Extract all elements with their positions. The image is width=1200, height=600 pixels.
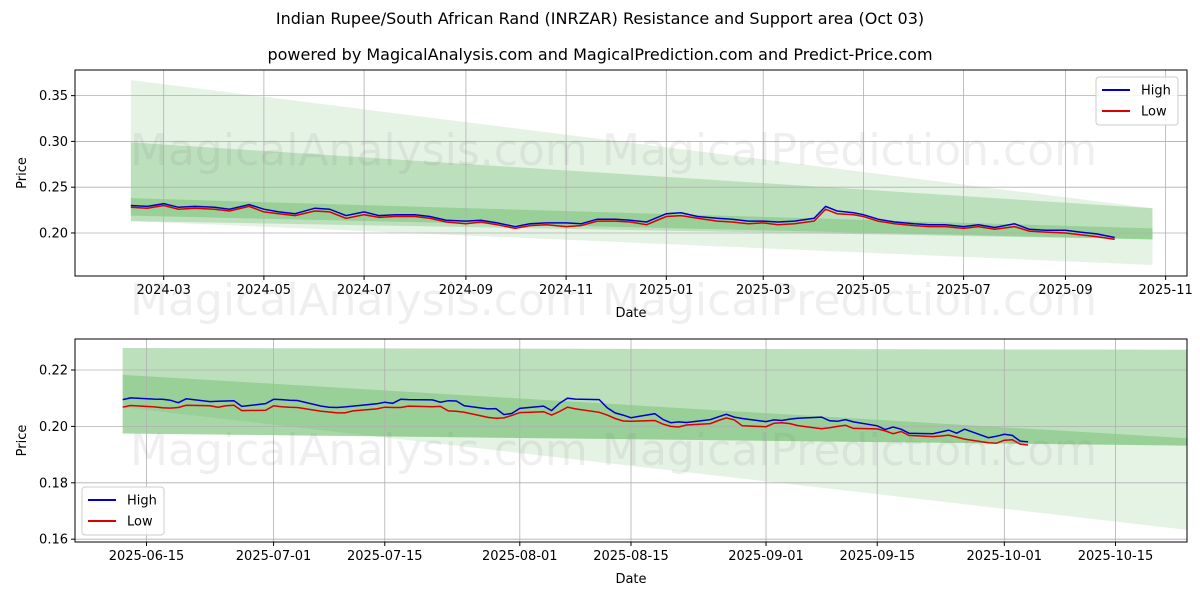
- band-outer: [122, 348, 1187, 530]
- y-tick-label: 0.30: [39, 135, 68, 150]
- band-inner: [122, 348, 1187, 446]
- x-tick-label: 2025-08-15: [593, 549, 669, 564]
- x-tick-label: 2024-07: [337, 283, 391, 298]
- y-axis-label: Price: [15, 157, 30, 189]
- legend-label-low: Low: [127, 515, 153, 530]
- x-tick-label: 2024-11: [539, 283, 593, 298]
- x-tick-label: 2025-10-01: [967, 549, 1043, 564]
- series-high-line: [122, 397, 1029, 443]
- x-axis-label: Date: [615, 572, 646, 587]
- x-tick-label: 2025-09: [1038, 283, 1092, 298]
- x-tick-label: 2025-08-01: [482, 549, 558, 564]
- band-core: [130, 198, 1153, 240]
- x-tick-label: 2024-05: [237, 283, 291, 298]
- legend-label-high: High: [127, 494, 157, 509]
- legend: High Low: [81, 486, 165, 536]
- x-tick-label: 2025-10-15: [1078, 549, 1154, 564]
- legend-label-high: High: [1141, 84, 1171, 99]
- chart-title: Indian Rupee/South African Rand (INRZAR)…: [275, 9, 925, 28]
- x-tick-label: 2025-09-15: [839, 549, 915, 564]
- series-low-line: [130, 204, 1115, 241]
- y-tick-label: 0.18: [39, 476, 68, 491]
- x-tick-label: 2025-07: [936, 283, 990, 298]
- x-tick-label: 2025-09-01: [728, 549, 804, 564]
- series-low-line: [122, 404, 1029, 446]
- x-tick-label: 2024-03: [137, 283, 191, 298]
- series-high-line: [130, 202, 1115, 239]
- x-tick-label: 2025-06-15: [109, 549, 185, 564]
- x-tick-label: 2025-05: [836, 283, 890, 298]
- x-tick-label: 2025-07-15: [347, 549, 423, 564]
- y-tick-label: 0.20: [39, 420, 68, 435]
- y-axis-label: Price: [15, 425, 30, 457]
- chart-recent-range: 2025-06-15 2025-07-01 2025-07-15 2025-08-01…: [15, 338, 1188, 587]
- chart-full-range: 2024-03 2024-05 2024-07 2024-09 2024-11 2025-…: [15, 69, 1193, 321]
- axes-frame: [74, 69, 1188, 277]
- band-core: [122, 374, 1187, 446]
- x-tick-label: 2024-09: [439, 283, 493, 298]
- y-tick-label: 0.35: [39, 89, 68, 104]
- y-tick-label: 0.25: [39, 181, 68, 196]
- x-tick-label: 2025-03: [736, 283, 790, 298]
- x-axis-label: Date: [615, 306, 646, 321]
- band-outer: [130, 80, 1153, 266]
- x-tick-label: 2025-11: [1138, 283, 1192, 298]
- x-tick-label: 2025-01: [639, 283, 693, 298]
- y-tick-label: 0.16: [39, 533, 68, 548]
- legend-label-low: Low: [1141, 105, 1167, 120]
- plot-area: [75, 70, 1187, 276]
- y-tick-label: 0.22: [39, 364, 68, 379]
- chart-subtitle: powered by MagicalAnalysis.com and Magic…: [267, 45, 933, 64]
- legend: High Low: [1095, 76, 1179, 126]
- y-tick-label: 0.20: [39, 226, 68, 241]
- plot-area: [75, 339, 1187, 542]
- x-tick-label: 2025-07-01: [236, 549, 312, 564]
